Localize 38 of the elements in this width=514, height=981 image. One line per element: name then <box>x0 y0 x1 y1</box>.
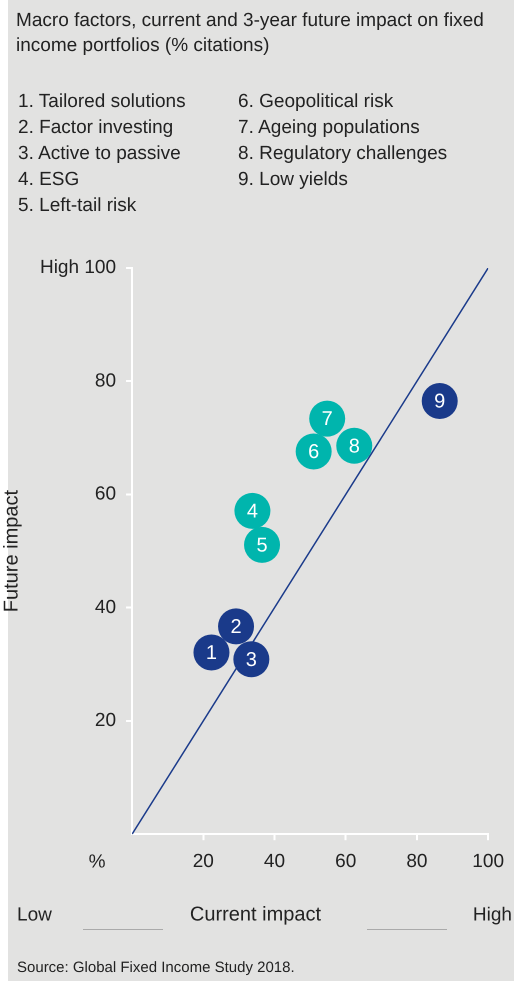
annotation: 7 <box>322 408 333 430</box>
annotation: 9 <box>434 390 446 413</box>
annotation: 1 <box>206 642 218 664</box>
annotation: 2 <box>230 616 242 638</box>
y-axis-title: Future impact <box>0 490 23 612</box>
y-tick-label: High 100 <box>40 257 116 278</box>
text: High <box>472 904 512 926</box>
annotation: 8 <box>348 435 360 458</box>
x-axis-title: Current impact <box>190 904 322 926</box>
text: 8. Regulatory challenges <box>238 142 448 166</box>
x-tick-label: 40 <box>264 850 286 872</box>
text: 4. ESG <box>18 168 80 192</box>
x-tick-label: 20 <box>192 850 214 872</box>
point <box>193 634 230 670</box>
annotation: 6 <box>308 440 320 463</box>
text: 7. Ageing populations <box>238 116 420 140</box>
text: 1. Tailored solutions <box>18 90 186 114</box>
y-tick-label: 40 <box>94 596 116 618</box>
point <box>309 400 346 437</box>
chart-title: Macro factors, current and 3-year future impact on fixed income portfolios (% citations) <box>16 9 485 58</box>
text: 3. Active to passive <box>18 142 181 166</box>
x-tick-label: 80 <box>406 850 428 872</box>
x-tick-label: 60 <box>335 850 356 872</box>
annotation: 4 <box>246 500 258 522</box>
x-tick-label: 100 <box>472 850 504 872</box>
text: % <box>88 851 106 872</box>
annotation: 3 <box>246 648 257 671</box>
annotation: 5 <box>256 534 268 556</box>
text: 9. Low yields <box>238 168 348 192</box>
y-tick-label: 60 <box>94 484 116 505</box>
text: Low <box>17 904 52 926</box>
text: 5. Left-tail risk <box>18 194 136 218</box>
point <box>218 608 254 644</box>
text: 2. Factor investing <box>18 116 174 140</box>
text: 6. Geopolitical risk <box>238 90 394 114</box>
y-tick-label: 80 <box>94 370 116 392</box>
y-tick-label: 20 <box>94 710 116 732</box>
source-note: Source: Global Fixed Income Study 2018. <box>17 959 295 976</box>
